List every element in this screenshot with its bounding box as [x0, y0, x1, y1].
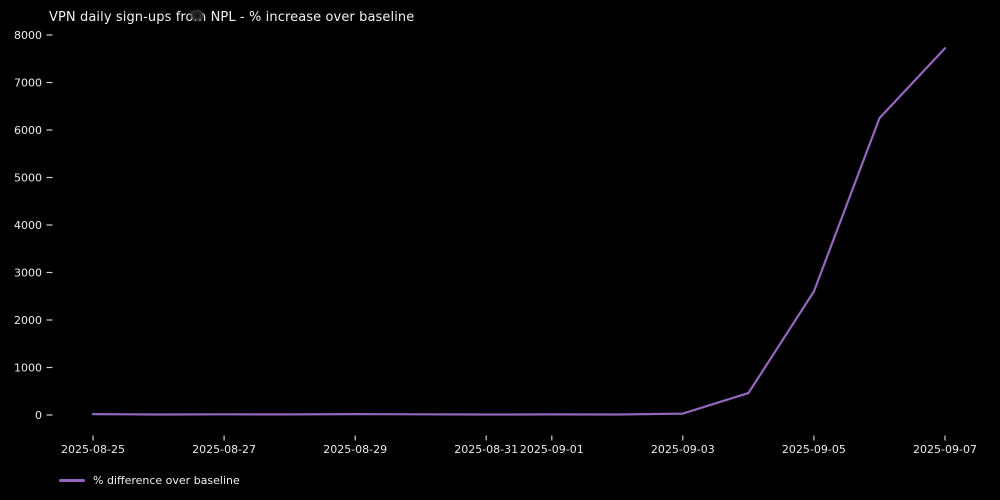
x-tick-label: 2025-08-31: [454, 443, 518, 456]
y-tick-label: 2000: [14, 314, 42, 327]
y-tick-label: 7000: [14, 76, 42, 89]
y-tick-label: 8000: [14, 29, 42, 42]
y-tick-label: 3000: [14, 266, 42, 279]
series-line: [91, 47, 947, 416]
y-tick-label: 5000: [14, 171, 42, 184]
x-tick-label: 2025-08-27: [192, 443, 256, 456]
legend: % difference over baseline: [59, 472, 240, 488]
x-tick-label: 2025-09-03: [651, 443, 715, 456]
x-tick-label: 2025-09-07: [913, 443, 977, 456]
x-tick-label: 2025-09-01: [520, 443, 584, 456]
y-tick-label: 1000: [14, 361, 42, 374]
chart-title: VPN daily sign-ups from NPL - % increase…: [49, 10, 415, 25]
legend-line-swatch: [59, 478, 85, 482]
x-tick-label: 2025-09-05: [782, 443, 846, 456]
y-tick-label: 6000: [14, 124, 42, 137]
x-tick-label: 2025-08-25: [61, 443, 125, 456]
y-tick-label: 4000: [14, 219, 42, 232]
x-tick-label: 2025-08-29: [323, 443, 387, 456]
legend-label: % difference over baseline: [93, 473, 240, 487]
y-tick-label: 0: [35, 409, 42, 422]
